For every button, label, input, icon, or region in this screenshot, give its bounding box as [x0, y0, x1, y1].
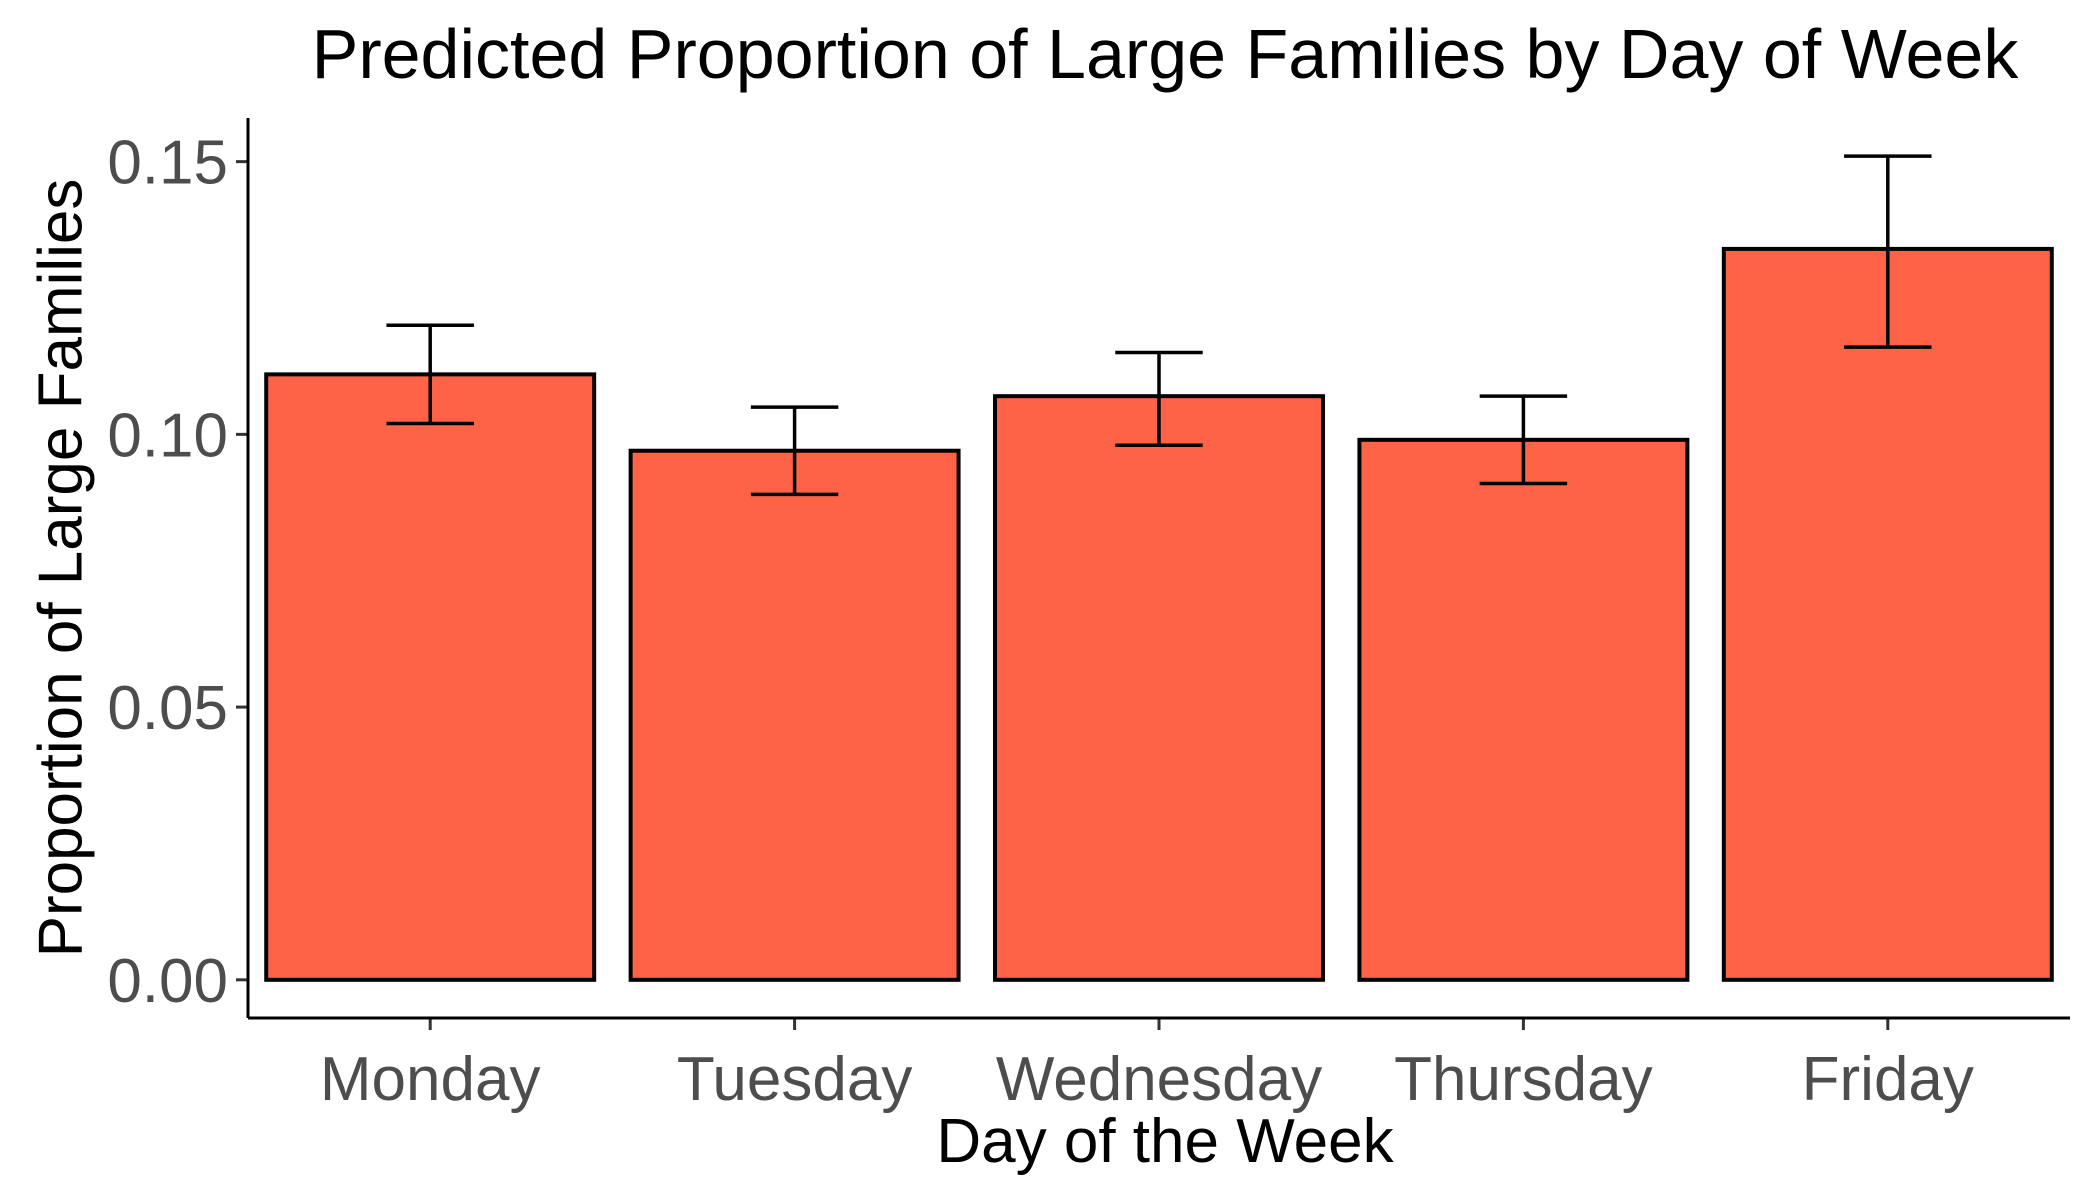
x-tick-label-thursday: Thursday — [1394, 1045, 1652, 1114]
x-tick-label-friday: Friday — [1802, 1045, 1974, 1114]
error-bars-group — [386, 154, 1932, 497]
bar-tuesday — [628, 448, 961, 982]
x-tick-label-monday: Monday — [320, 1045, 541, 1114]
x-axis-title: Day of the Week — [936, 1107, 1394, 1176]
x-tick-label-tuesday: Tuesday — [677, 1045, 913, 1114]
bar-friday — [1721, 246, 2054, 982]
bar-wednesday — [993, 394, 1325, 982]
y-axis-title: Proportion of Large Families — [27, 179, 96, 958]
y-tick-label: 0.00 — [107, 947, 228, 1016]
x-tick-label-wednesday: Wednesday — [996, 1045, 1322, 1114]
y-tick-label: 0.10 — [107, 401, 228, 470]
y-tick-label: 0.15 — [107, 129, 228, 198]
x-axis-ticks: Monday Tuesday Wednesday Thursday Friday — [320, 1018, 1974, 1114]
bar-thursday — [1357, 437, 1690, 982]
y-tick-label: 0.05 — [107, 674, 228, 743]
bar-monday — [264, 372, 597, 982]
chart-title: Predicted Proportion of Large Families b… — [312, 15, 2020, 93]
y-axis-ticks: 0.00 0.05 0.10 0.15 — [107, 129, 248, 1016]
